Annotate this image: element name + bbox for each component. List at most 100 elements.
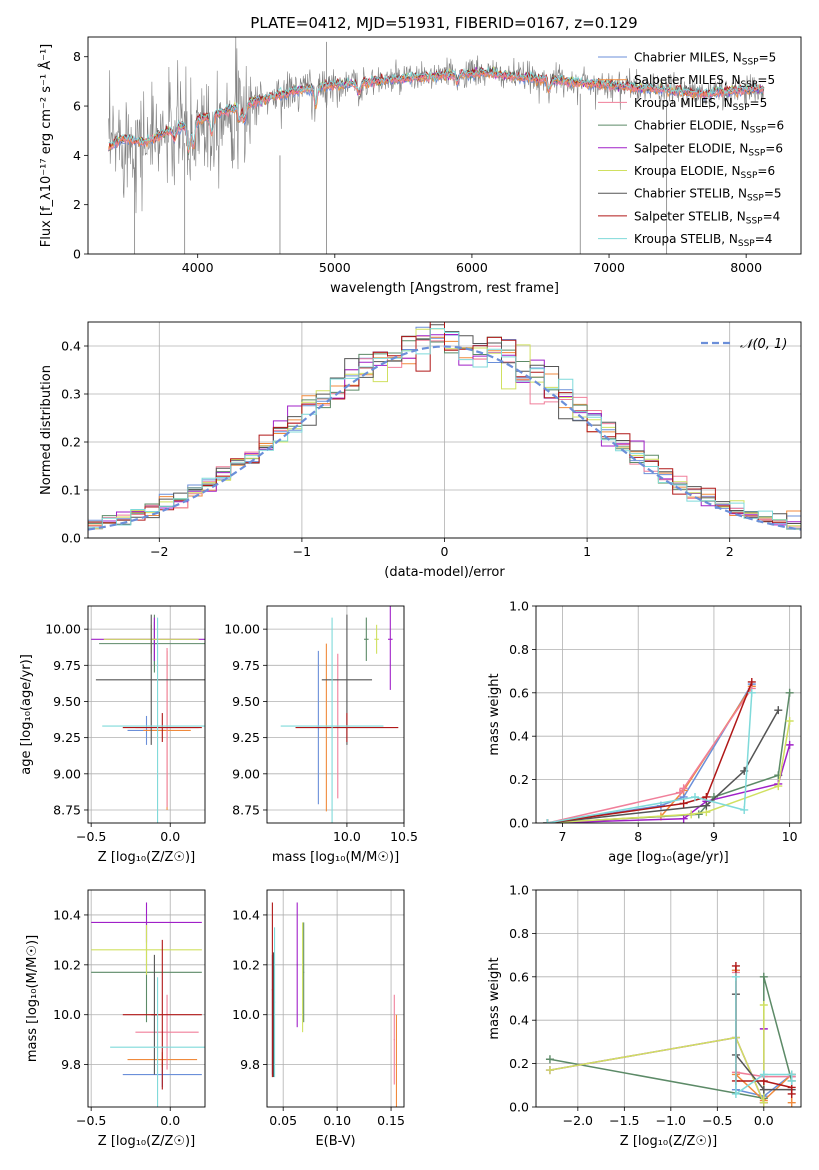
x-tick-label: 0.10 [323, 1113, 351, 1128]
weight-marker [679, 784, 688, 793]
axes-frame [87, 605, 206, 824]
y-tick-label: 8.75 [53, 802, 81, 817]
axes-massweight-vs-Z: −2.0 −1.5 −1.0 −0.5 0.0 0.0 0.2 0.4 0.6 0.8 1.0 Z [… [487, 883, 802, 1149]
weight-line-2 [547, 688, 753, 823]
weight-marker [785, 740, 794, 749]
weight-line-6 [547, 709, 779, 823]
y-tick-label: 9.25 [232, 730, 260, 745]
y-tick-label: 0.2 [509, 1056, 529, 1071]
y-tick-label: 9.00 [232, 766, 260, 781]
axes-frame [87, 889, 206, 1108]
figure-title: PLATE=0412, MJD=51931, FIBERID=0167, z=0… [250, 14, 637, 32]
x-tick-label: 0.0 [160, 829, 180, 844]
weight-marker [759, 972, 768, 981]
spectrum-lines [108, 37, 765, 254]
errorbars-mass-vs-ebv [271, 902, 397, 1107]
y-axis-label: Normed distribution [39, 365, 54, 495]
y-tick-label: 10.2 [53, 957, 81, 972]
lines-massweight-vs-Z [545, 961, 796, 1107]
y-tick-label: 0.8 [509, 926, 529, 941]
y-tick-label: 0.0 [509, 816, 529, 831]
legend-label: Kroupa ELODIE, NSSP=6 [634, 164, 775, 181]
x-axis-label: Z [log₁₀(Z/Z☉)] [98, 1134, 195, 1149]
x-axis-label: E(B-V) [315, 1134, 355, 1149]
x-tick-label: 2 [726, 544, 734, 559]
weight-line-5 [549, 1005, 765, 1103]
x-tick-label: 6000 [456, 260, 488, 275]
y-tick-label: 0.8 [509, 642, 529, 657]
x-tick-label: 4000 [182, 260, 214, 275]
y-axis-label: age [log₁₀(age/yr)] [19, 654, 34, 775]
y-tick-label: 8 [73, 49, 81, 64]
x-tick-label: 5000 [319, 260, 351, 275]
x-tick-label: 9 [710, 829, 718, 844]
y-tick-label: 10.4 [53, 907, 81, 922]
x-tick-label: −1.0 [656, 1113, 686, 1128]
axes-frame [266, 605, 405, 824]
y-axis-label: mass [log₁₀(M/M☉)] [25, 935, 40, 1062]
y-tick-label: 9.75 [232, 658, 260, 673]
errorbars-mass-vs-Z [91, 902, 205, 1107]
x-tick-label: −0.5 [76, 1113, 106, 1128]
y-tick-label: 9.50 [232, 694, 260, 709]
legend-label: Salpeter ELODIE, NSSP=6 [634, 141, 783, 158]
axes-age-vs-mass: 10.0 10.5 8.75 9.00 9.25 9.50 9.75 10.00 mass [l… [224, 605, 418, 865]
x-tick-label: 0.0 [160, 1113, 180, 1128]
legend-label: Kroupa MILES, NSSP=5 [634, 96, 767, 113]
legend-label: Chabrier MILES, NSSP=5 [634, 51, 776, 68]
y-tick-label: 0.2 [61, 435, 81, 450]
weight-marker [759, 1098, 768, 1107]
y-tick-label: 1.0 [509, 599, 529, 614]
weight-marker [687, 810, 696, 819]
x-tick-label: 8 [634, 829, 642, 844]
weight-marker [787, 1089, 796, 1098]
y-tick-label: 10.00 [45, 622, 81, 637]
y-tick-label: 0.1 [61, 483, 81, 498]
spectrum-legend: Chabrier MILES, NSSP=5 Salpeter MILES, NS… [598, 51, 784, 249]
x-axis-label: wavelength [Angstrom, rest frame] [330, 281, 559, 296]
axes-frame [535, 605, 802, 824]
x-tick-label: −2.0 [563, 1113, 593, 1128]
lines-massweight-vs-age [543, 677, 794, 823]
histogram-series-8 [88, 328, 801, 530]
weight-marker [731, 961, 740, 970]
errorbars-age-vs-mass [280, 606, 399, 823]
y-axis-label: mass weight [487, 957, 502, 1039]
weight-marker [731, 972, 740, 981]
x-axis-label: Z [log₁₀(Z/Z☉)] [620, 1134, 717, 1149]
x-axis-label: age [log₁₀(age/yr)] [608, 850, 729, 865]
weight-marker [787, 1076, 796, 1085]
axes-frame [87, 321, 802, 539]
weight-marker [675, 788, 684, 797]
x-axis-label: Z [log₁₀(Z/Z☉)] [98, 850, 195, 865]
weight-marker [545, 1055, 554, 1064]
y-tick-label: 10.0 [232, 1007, 260, 1022]
weight-line-8 [547, 692, 753, 823]
x-tick-label: 0.0 [754, 1113, 774, 1128]
weight-marker [731, 1089, 740, 1098]
y-tick-label: 6 [73, 99, 81, 114]
x-tick-label: 8000 [730, 260, 762, 275]
y-tick-label: 9.75 [53, 658, 81, 673]
y-tick-label: 9.8 [240, 1057, 260, 1072]
weight-marker [702, 801, 711, 810]
y-tick-label: 8.75 [232, 802, 260, 817]
y-tick-label: 1.0 [509, 883, 529, 898]
weight-marker [774, 782, 783, 791]
y-tick-label: 10.0 [53, 1007, 81, 1022]
y-tick-label: 9.50 [53, 694, 81, 709]
y-tick-label: 0.4 [509, 729, 529, 744]
weight-marker [545, 1066, 554, 1075]
axes-residuals: −2 −1 0 1 2 0.0 0.1 0.2 0.3 0.4 (data-model)/error… [39, 321, 802, 580]
residual-histograms [88, 322, 801, 535]
x-tick-label: 0.05 [269, 1113, 297, 1128]
weight-marker [759, 1001, 768, 1010]
weight-marker [747, 677, 756, 686]
y-tick-label: 0.0 [61, 531, 81, 546]
x-tick-label: −2 [150, 544, 168, 559]
x-tick-label: 10.5 [390, 829, 418, 844]
axes-massweight-vs-age: 7 8 9 10 0.0 0.2 0.4 0.6 0.8 1.0 age [log₁₀(age/yr… [487, 599, 802, 865]
x-tick-label: −0.5 [76, 829, 106, 844]
x-tick-label: −0.5 [702, 1113, 732, 1128]
